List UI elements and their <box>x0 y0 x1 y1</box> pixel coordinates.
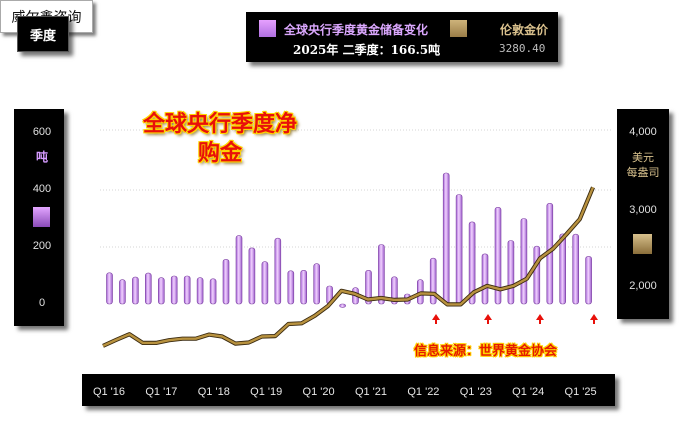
x-tick-label: Q1 '16 <box>93 386 125 398</box>
bar-2016Q2 <box>119 279 126 305</box>
bar-2018Q3 <box>235 235 243 305</box>
x-tick-label: Q1 '23 <box>460 386 492 398</box>
right-tick-label: 3,000 <box>629 204 657 216</box>
gold-price-line <box>102 186 595 348</box>
arrow-up-icon <box>536 314 544 324</box>
bar-2016Q1 <box>106 272 113 305</box>
x-tick-label: Q1 '19 <box>250 386 282 398</box>
bar-2025Q1 <box>572 233 580 305</box>
bar-2018Q2 <box>222 259 230 305</box>
arrow-up-icon <box>432 314 440 324</box>
gold-latest-price: 3280.40 <box>499 42 546 55</box>
x-tick-label: Q1 '20 <box>303 386 335 398</box>
right-axis-panel <box>617 109 669 319</box>
bar-2023Q3 <box>494 207 502 305</box>
bar-2017Q3 <box>183 275 191 305</box>
arrow-up-icon <box>484 314 492 324</box>
left-axis-swatch <box>33 207 50 227</box>
bar-2021Q3 <box>391 276 398 305</box>
x-tick-label: Q1 '21 <box>355 386 387 398</box>
bar-2019Q4 <box>300 269 308 305</box>
bar-2022Q4 <box>455 194 463 305</box>
left-tick-label: 400 <box>33 183 51 195</box>
x-tick-label: Q1 '24 <box>512 386 544 398</box>
bar-2018Q1 <box>209 278 217 305</box>
bar-2023Q1 <box>468 221 476 305</box>
right-axis-unit-line1: 美元 <box>632 151 654 164</box>
left-axis-unit: 吨 <box>36 149 48 164</box>
bar-2016Q4 <box>145 272 152 305</box>
x-axis-panel <box>82 374 615 406</box>
season-label: 季度 <box>29 28 56 44</box>
source-note: 信息来源：世界黄金协会 <box>414 344 558 359</box>
left-tick-label: 200 <box>33 240 51 252</box>
bar-2021Q1 <box>365 269 372 305</box>
gold-legend-swatch <box>450 20 467 37</box>
bar-2020Q1 <box>313 263 321 305</box>
chart-title: 全球央行季度净购金 <box>142 112 297 166</box>
x-tick-label: Q1 '22 <box>407 386 439 398</box>
bar-2019Q2 <box>274 237 282 305</box>
bar-2016Q3 <box>132 276 139 305</box>
bar-2024Q1 <box>520 218 528 305</box>
season-label-box: 季度 <box>17 16 69 52</box>
right-axis-unit-line2: 每盎司 <box>627 165 660 179</box>
x-tick-label: Q1 '17 <box>145 386 177 398</box>
gold-line <box>102 186 595 347</box>
x-tick-label: Q1 '18 <box>198 386 230 398</box>
bar-2018Q4 <box>248 247 256 305</box>
bar-2022Q3 <box>442 172 450 305</box>
bar-2017Q1 <box>158 277 165 305</box>
bar-2024Q2 <box>533 245 541 305</box>
reserve-bars <box>106 172 592 308</box>
arrow-up-icon <box>590 314 598 324</box>
bar-2025Q2 <box>585 256 592 305</box>
right-tick-label: 4,000 <box>629 126 657 138</box>
reserve-legend-title: 全球央行季度黄金储备变化 <box>284 23 429 37</box>
right-tick-label: 2,000 <box>629 280 657 292</box>
bar-2024Q4 <box>559 233 567 305</box>
left-tick-label: 0 <box>39 297 45 309</box>
bar-2017Q4 <box>196 277 204 305</box>
reserve-legend-swatch <box>259 20 276 37</box>
bar-2023Q4 <box>507 240 515 305</box>
bar-2017Q2 <box>170 275 178 305</box>
bar-2019Q3 <box>287 270 295 305</box>
right-axis-swatch <box>633 234 652 254</box>
bar-2020Q3 <box>339 303 346 308</box>
x-tick-label: Q1 '25 <box>565 386 597 398</box>
reserve-latest-value: 2025年 二季度：166.5吨 <box>293 43 441 57</box>
bar-2019Q1 <box>261 261 269 305</box>
bar-2023Q2 <box>481 253 489 305</box>
gold-legend-title: 伦敦金价 <box>500 23 549 37</box>
event-markers <box>432 314 598 324</box>
gold-line-shadow <box>102 186 595 348</box>
legend-panel: 全球央行季度黄金储备变化 2025年 二季度：166.5吨 伦敦金价 3280.… <box>246 12 558 62</box>
left-tick-label: 600 <box>33 126 51 138</box>
bar-2021Q2 <box>378 244 385 305</box>
